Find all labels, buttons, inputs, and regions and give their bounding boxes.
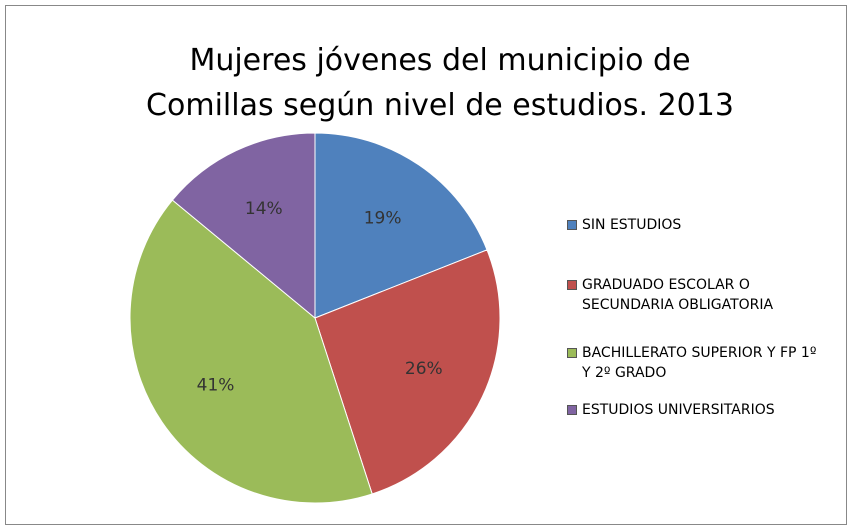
legend-label: SIN ESTUDIOS [582,217,682,233]
legend-swatch [567,280,577,290]
chart-title: Mujeres jóvenes del municipio de Comilla… [146,43,734,123]
pie-slice [129,199,373,504]
data-label: 14% [245,199,283,219]
legend-swatch [567,348,577,358]
legend-label: BACHILLERATO SUPERIOR Y FP 1º Y 2º GRADO [582,345,817,381]
pie-slice [314,132,488,319]
legend-item: GRADUADO ESCOLAR O SECUNDARIA OBLIGATORI… [567,275,822,315]
legend-item: ESTUDIOS UNIVERSITARIOS [567,400,822,420]
legend-item: SIN ESTUDIOS [567,215,822,235]
legend-swatch [567,405,577,415]
data-label: 26% [405,359,443,379]
pie-slice [171,132,316,320]
data-label: 19% [364,209,402,229]
legend-item: BACHILLERATO SUPERIOR Y FP 1º Y 2º GRADO [567,343,822,383]
pie-slice [314,249,501,495]
legend-swatch [567,220,577,230]
legend-label: GRADUADO ESCOLAR O SECUNDARIA OBLIGATORI… [582,277,774,313]
data-label: 41% [197,376,235,396]
legend-label: ESTUDIOS UNIVERSITARIOS [582,402,775,418]
